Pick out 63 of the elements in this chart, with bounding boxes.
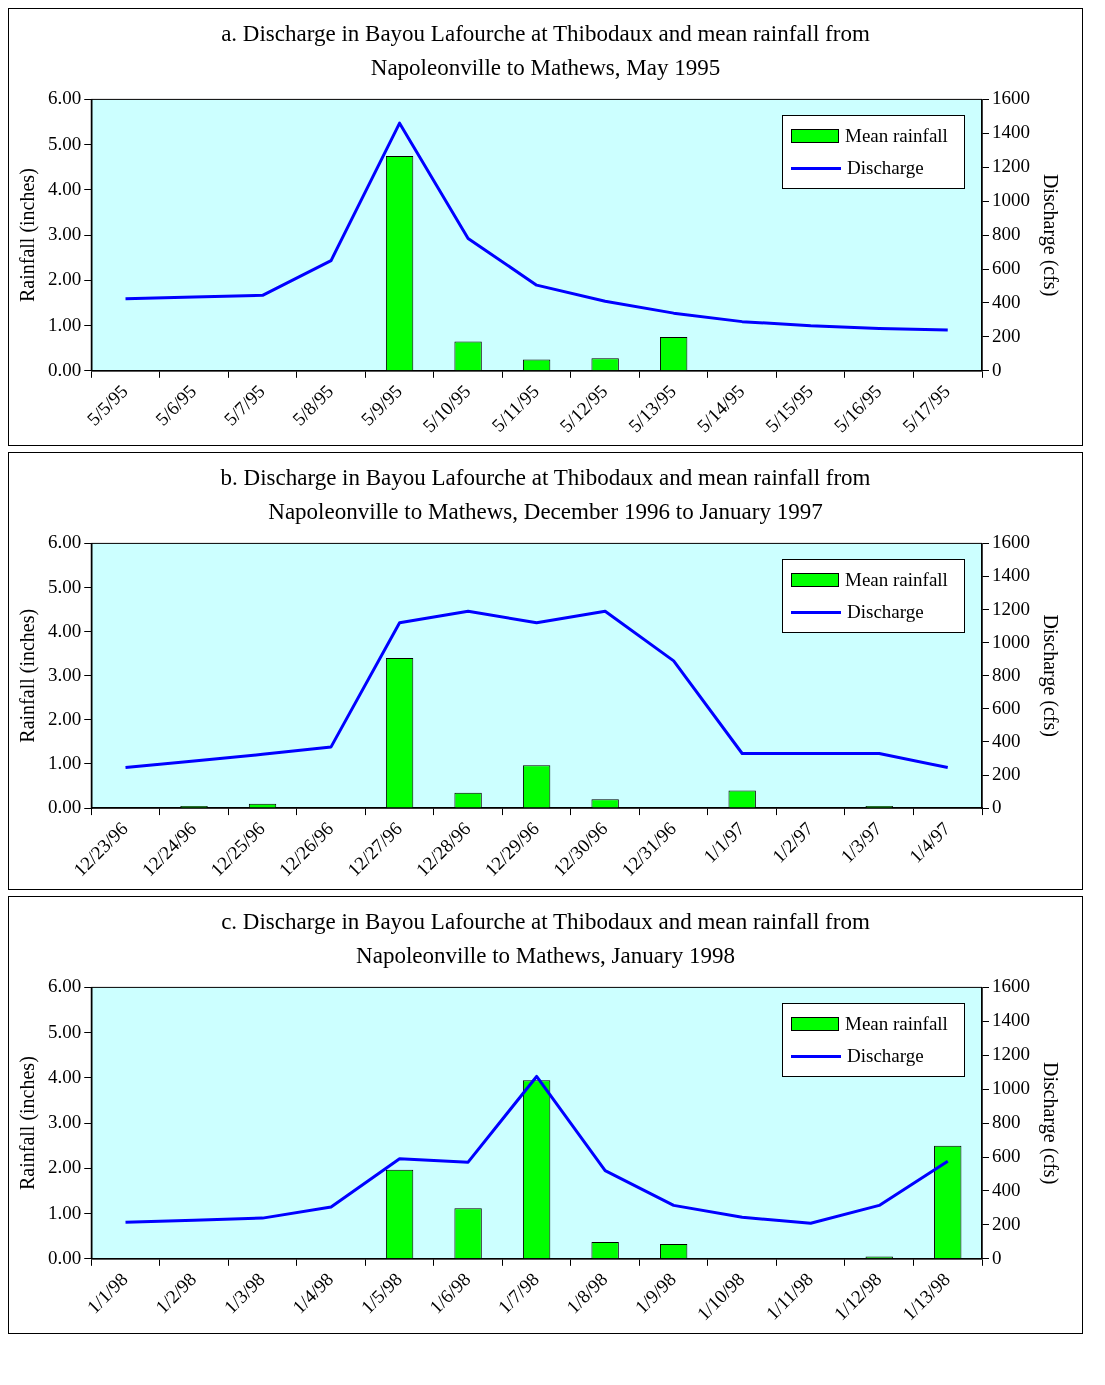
y2-tick-label: 800 <box>992 1111 1021 1133</box>
y2-tick-label: 1200 <box>992 1043 1030 1065</box>
y2-tick-label: 1000 <box>992 1077 1030 1099</box>
y2-tick-label: 800 <box>992 223 1021 245</box>
y2-tick-label: 600 <box>992 257 1021 279</box>
y-tick-label: 5.00 <box>48 132 82 154</box>
y-tick-label: 6.00 <box>48 87 82 109</box>
y2-tick-label: 1600 <box>992 87 1030 109</box>
y-tick-label: 5.00 <box>48 575 82 597</box>
legend-label: Discharge <box>847 601 924 624</box>
y2-tick-label: 1400 <box>992 564 1030 586</box>
y2-tick-label: 200 <box>992 763 1021 784</box>
y-tick-label: 2.00 <box>48 268 82 290</box>
chart-title: b. Discharge in Bayou Lafourche at Thibodaux and mean rainfall from Napoleonville to Mathews, December 1996 to January 1997 <box>219 464 872 526</box>
y2-tick-label: 200 <box>992 324 1021 346</box>
y2-tick-label: 1000 <box>992 630 1030 652</box>
y-tick-label: 1.00 <box>48 313 82 335</box>
y-axis-title: Rainfall (inches) <box>16 1056 40 1191</box>
y2-tick-label: 1200 <box>992 155 1030 177</box>
y2-tick-label: 600 <box>992 1145 1021 1167</box>
y2-axis-title: Discharge (cfs) <box>1038 614 1062 737</box>
y-tick-label: 2.00 <box>48 1156 82 1178</box>
y-tick-label: 5.00 <box>48 1020 82 1042</box>
chart-title: c. Discharge in Bayou Lafourche at Thibodaux and mean rainfall from Napoleonville to Mathews, January 1998 <box>220 908 871 970</box>
y2-tick-label: 1600 <box>992 531 1030 553</box>
y-tick-label: 0.00 <box>48 358 82 380</box>
legend-label: Mean rainfall <box>845 569 948 592</box>
chart-title: a. Discharge in Bayou Lafourche at Thibodaux and mean rainfall from Napoleonville to Mathews, May 1995 <box>220 20 871 82</box>
y2-tick-label: 1200 <box>992 597 1030 619</box>
legend-label: Mean rainfall <box>845 125 948 148</box>
y2-tick-label: 400 <box>992 1178 1021 1200</box>
y-tick-label: 0.00 <box>48 1246 82 1268</box>
y2-axis-title: Discharge (cfs) <box>1038 173 1062 297</box>
y-tick-label: 1.00 <box>48 1201 82 1223</box>
y2-tick-label: 200 <box>992 1212 1021 1234</box>
y2-tick-label: 0 <box>992 358 1002 380</box>
y-tick-label: 4.00 <box>48 1065 82 1087</box>
y2-tick-label: 400 <box>992 729 1021 751</box>
legend-label: Discharge <box>847 1045 924 1068</box>
y-tick-label: 6.00 <box>48 975 82 997</box>
y2-tick-label: 0 <box>992 1246 1002 1268</box>
y2-tick-label: 1600 <box>992 975 1030 997</box>
y2-tick-label: 1400 <box>992 121 1030 143</box>
y2-tick-label: 800 <box>992 663 1021 685</box>
y-tick-label: 1.00 <box>48 751 82 773</box>
y2-tick-label: 400 <box>992 290 1021 312</box>
legend-label: Discharge <box>847 157 924 180</box>
y-tick-label: 2.00 <box>48 707 82 729</box>
y-tick-label: 6.00 <box>48 531 82 553</box>
y2-tick-label: 600 <box>992 696 1021 718</box>
y2-tick-label: 1000 <box>992 189 1030 211</box>
y2-tick-label: 0 <box>992 796 1002 818</box>
y-tick-label: 3.00 <box>48 1111 82 1133</box>
y-tick-label: 4.00 <box>48 619 82 641</box>
y-axis-title: Rainfall (inches) <box>16 168 40 303</box>
y2-tick-label: 1400 <box>992 1009 1030 1031</box>
y-tick-label: 3.00 <box>48 223 82 245</box>
y-tick-label: 4.00 <box>48 177 82 199</box>
y-tick-label: 0.00 <box>48 796 82 818</box>
y-axis-title: Rainfall (inches) <box>16 608 40 743</box>
legend-label: Mean rainfall <box>845 1013 948 1036</box>
y2-axis-title: Discharge (cfs) <box>1038 1061 1062 1185</box>
y-tick-label: 3.00 <box>48 663 82 685</box>
